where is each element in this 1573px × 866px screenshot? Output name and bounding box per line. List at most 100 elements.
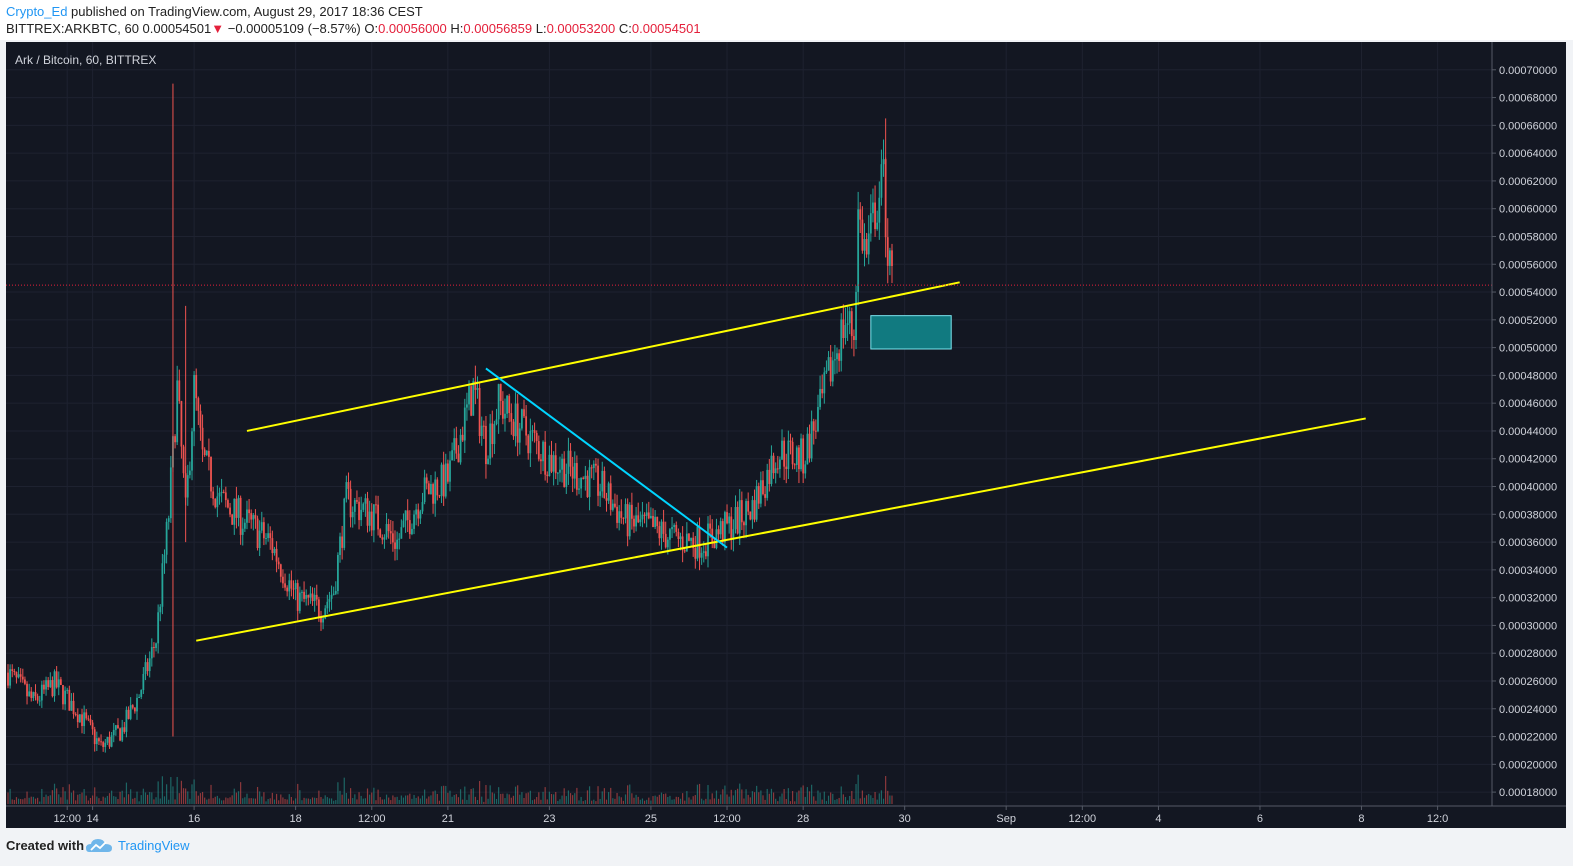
volume-bar — [187, 791, 189, 804]
candle-body — [21, 676, 24, 680]
volume-bar — [726, 794, 728, 804]
volume-bar — [580, 796, 582, 804]
volume-bar — [58, 794, 60, 804]
candle-body — [457, 453, 460, 463]
volume-bar — [290, 796, 292, 804]
candle-body — [470, 386, 473, 416]
volume-bar — [77, 794, 79, 804]
volume-bar — [887, 790, 889, 804]
volume-bar — [364, 798, 367, 804]
candle-body — [70, 700, 73, 711]
volume-bar — [682, 793, 684, 804]
volume-bar — [235, 792, 237, 804]
volume-bar — [591, 800, 593, 804]
candle-body — [222, 491, 225, 493]
candle-body — [681, 536, 684, 551]
price-chart[interactable]: 0.0005450123:50 0.000180000.000200000.00… — [6, 42, 1566, 828]
candle-body — [791, 441, 794, 465]
volume-bar — [163, 796, 166, 804]
volume-bar — [688, 797, 690, 804]
volume-bar — [506, 793, 508, 804]
candle-body — [504, 413, 506, 419]
volume-bar — [301, 800, 303, 804]
candle-body — [180, 401, 183, 447]
x-tick-label: 16 — [188, 813, 200, 825]
volume-bar — [701, 798, 703, 804]
candle-body — [616, 506, 618, 523]
volume-bar — [94, 787, 96, 804]
candle-body — [641, 514, 644, 520]
volume-bar — [690, 799, 692, 804]
candle-body — [867, 233, 870, 255]
author-link[interactable]: Crypto_Ed — [6, 4, 68, 19]
volume-bar — [878, 793, 880, 804]
candle-body — [258, 530, 261, 549]
candle-body — [59, 679, 62, 685]
candle-body — [341, 536, 344, 548]
created-with-label: Created with — [6, 838, 85, 853]
candle-body — [85, 712, 88, 719]
candle-body — [548, 454, 551, 477]
candle-body — [798, 447, 800, 470]
candle-body — [683, 550, 686, 552]
candle-body — [294, 583, 297, 590]
candle-body — [313, 594, 316, 602]
volume-bar — [650, 800, 652, 804]
volume-bar — [857, 774, 859, 804]
close-value: 0.00054501 — [631, 21, 701, 36]
volume-bar — [256, 786, 259, 804]
candle-body — [159, 606, 162, 613]
candle-body — [197, 398, 200, 411]
candle-body — [770, 455, 773, 484]
candle-body — [776, 468, 779, 470]
volume-bar — [705, 798, 707, 804]
candle-body — [726, 512, 728, 524]
candle-body — [358, 501, 360, 521]
candle-body — [677, 531, 680, 540]
candle-body — [766, 469, 769, 498]
volume-bar — [383, 799, 386, 804]
candle-body — [812, 421, 815, 431]
candle-body — [713, 541, 716, 549]
candle-body — [186, 475, 189, 498]
volume-bar — [671, 799, 673, 804]
candle-body — [463, 407, 466, 441]
candle-body — [9, 669, 12, 686]
tradingview-link[interactable]: TradingView — [118, 838, 190, 853]
volume-bar — [722, 789, 724, 804]
volume-bar — [417, 796, 419, 804]
candle-body — [755, 486, 758, 520]
candle-body — [243, 522, 246, 529]
candle-body — [19, 674, 22, 677]
candle-body — [768, 469, 771, 484]
volume-bar — [407, 795, 409, 804]
volume-bar — [783, 789, 785, 804]
candle-body — [43, 684, 45, 690]
candle-body — [265, 537, 267, 539]
volume-bar — [379, 797, 381, 804]
candle-body — [144, 662, 147, 674]
candle-body — [303, 591, 305, 599]
candle-body — [262, 522, 265, 539]
volume-bar — [597, 786, 599, 804]
volume-bar — [409, 793, 411, 804]
candle-body — [269, 533, 272, 539]
volume-bar — [182, 788, 185, 804]
candle-body — [730, 516, 733, 540]
candle-body — [330, 594, 333, 599]
candle-body — [315, 594, 318, 600]
volume-bar — [717, 798, 720, 804]
volume-bar — [876, 799, 878, 804]
chart-panel[interactable]: 0.0005450123:50 0.000180000.000200000.00… — [6, 42, 1566, 828]
candle-body — [597, 465, 599, 496]
volume-bar — [197, 795, 199, 804]
candle-body — [64, 690, 66, 705]
candle-body — [125, 709, 128, 732]
volume-bar — [7, 792, 9, 804]
volume-bar — [662, 794, 665, 804]
candle-body — [485, 425, 487, 465]
candle-body — [282, 576, 284, 584]
x-tick-label: 12:00 — [53, 813, 81, 825]
volume-bar — [166, 784, 168, 804]
candle-body — [550, 454, 553, 472]
